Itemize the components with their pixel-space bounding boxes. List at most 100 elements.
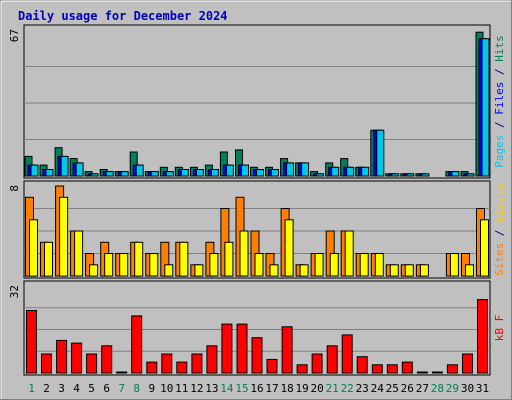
series-legend: Pages / Files / Hits — [493, 35, 506, 168]
bar-pages — [346, 166, 355, 177]
bar-sites — [329, 253, 339, 277]
series-legend: Sites / Visits — [493, 183, 506, 276]
x-tick-label: 10 — [160, 382, 173, 395]
bar-sites — [374, 253, 384, 277]
bar-kb-f — [431, 371, 443, 374]
legend-2: Files — [493, 82, 506, 115]
bar-pages — [316, 173, 325, 177]
x-tick-label: 6 — [103, 382, 110, 395]
bar-pages — [391, 173, 400, 177]
x-tick-label: 5 — [88, 382, 95, 395]
x-tick-label: 3 — [58, 382, 65, 395]
bar-sites — [299, 264, 309, 277]
bar-sites — [359, 253, 369, 277]
bar-pages — [210, 169, 219, 177]
bar-sites — [44, 241, 53, 277]
bar-sites — [314, 253, 324, 277]
y-max-label: 67 — [8, 29, 21, 42]
bar-sites — [224, 241, 234, 277]
bar-sites — [29, 219, 38, 277]
x-tick-label: 31 — [476, 382, 489, 395]
x-tick-label: 25 — [386, 382, 399, 395]
bar-pages — [165, 171, 174, 177]
bar-pages — [225, 164, 234, 177]
bar-kb-f — [221, 323, 233, 374]
x-tick-label: 4 — [73, 382, 80, 395]
bar-kb-f — [191, 353, 203, 374]
bar-pages — [90, 173, 99, 177]
bar-kb-f — [341, 334, 353, 374]
bar-kb-f — [446, 364, 458, 374]
bar-sites — [164, 264, 174, 277]
x-tick-label: 27 — [416, 382, 429, 395]
x-tick-label: 28 — [431, 382, 444, 395]
bar-sites — [480, 219, 489, 277]
bar-kb-f — [116, 371, 128, 374]
chart-panels: 67 Pages / Files / Hits 8 Sites / Visits 32 k… — [8, 24, 506, 376]
bar-kb-f — [146, 361, 158, 374]
bar-sites — [149, 253, 159, 277]
bar-kb-f — [71, 342, 83, 374]
bar-kb-f — [356, 356, 368, 374]
bar-sites — [119, 253, 129, 277]
x-tick-label: 16 — [250, 382, 263, 395]
x-axis-labels: 1 2 3 4 5 6 7 8 9 10 11 12 13 14 15 16 17 18 19 20 21 22 23 24 2… — [28, 382, 489, 395]
bar-pages — [60, 155, 69, 177]
series-legend: kB F — [493, 315, 506, 342]
bar-kb-f — [56, 339, 68, 374]
bar-kb-f — [371, 364, 383, 374]
bar-pages — [241, 164, 249, 177]
bar-pages — [271, 169, 279, 177]
x-tick-label: 15 — [235, 382, 248, 395]
bar-pages — [451, 171, 460, 177]
bar-kb-f — [311, 353, 323, 374]
bar-kb-f — [251, 337, 263, 374]
bar-kb-f — [477, 299, 488, 374]
x-tick-label: 24 — [371, 382, 385, 395]
x-tick-label: 9 — [148, 382, 155, 395]
y-max-label: 8 — [8, 185, 21, 192]
legend-1: / — [493, 223, 506, 243]
bar-kb-f — [416, 371, 428, 374]
bar-kb-f — [131, 315, 143, 374]
bar-pages — [75, 162, 84, 177]
bar-sites — [269, 264, 279, 277]
bar-kb-f — [206, 345, 218, 374]
legend-0: Pages — [493, 135, 506, 168]
bar-kb-f — [176, 361, 188, 374]
x-tick-label: 23 — [356, 382, 369, 395]
bar-kb-f — [462, 353, 473, 374]
bar-pages — [120, 171, 129, 177]
bar-pages — [45, 169, 54, 177]
bar-kb-f — [281, 326, 293, 374]
bar-pages — [256, 169, 264, 177]
bar-kb-f — [296, 364, 308, 374]
bar-sites — [134, 241, 144, 277]
legend-3: / — [493, 62, 506, 82]
x-tick-label: 18 — [280, 382, 293, 395]
x-tick-label: 12 — [190, 382, 203, 395]
x-tick-label: 26 — [401, 382, 414, 395]
bar-sites — [59, 196, 69, 277]
bar-kb-f — [401, 361, 413, 374]
bar-pages — [331, 166, 340, 177]
bar-pages — [466, 173, 475, 177]
x-tick-label: 8 — [133, 382, 140, 395]
bar-sites — [344, 230, 354, 277]
bar-kb-f — [101, 345, 113, 374]
bar-sites — [404, 264, 414, 277]
bar-sites — [254, 253, 264, 277]
legend-4: Hits — [493, 35, 506, 62]
bar-pages — [376, 129, 385, 177]
bar-sites — [449, 253, 459, 277]
legend-2: Visits — [493, 183, 506, 223]
panel-kbytes: 32 kB F — [8, 280, 506, 376]
bar-kb-f — [86, 353, 98, 374]
x-tick-label: 21 — [326, 382, 339, 395]
bar-kb-f — [326, 345, 338, 374]
bar-pages — [421, 173, 430, 177]
bar-kb-f — [41, 353, 52, 374]
bar-sites — [419, 264, 429, 277]
x-tick-label: 20 — [310, 382, 323, 395]
